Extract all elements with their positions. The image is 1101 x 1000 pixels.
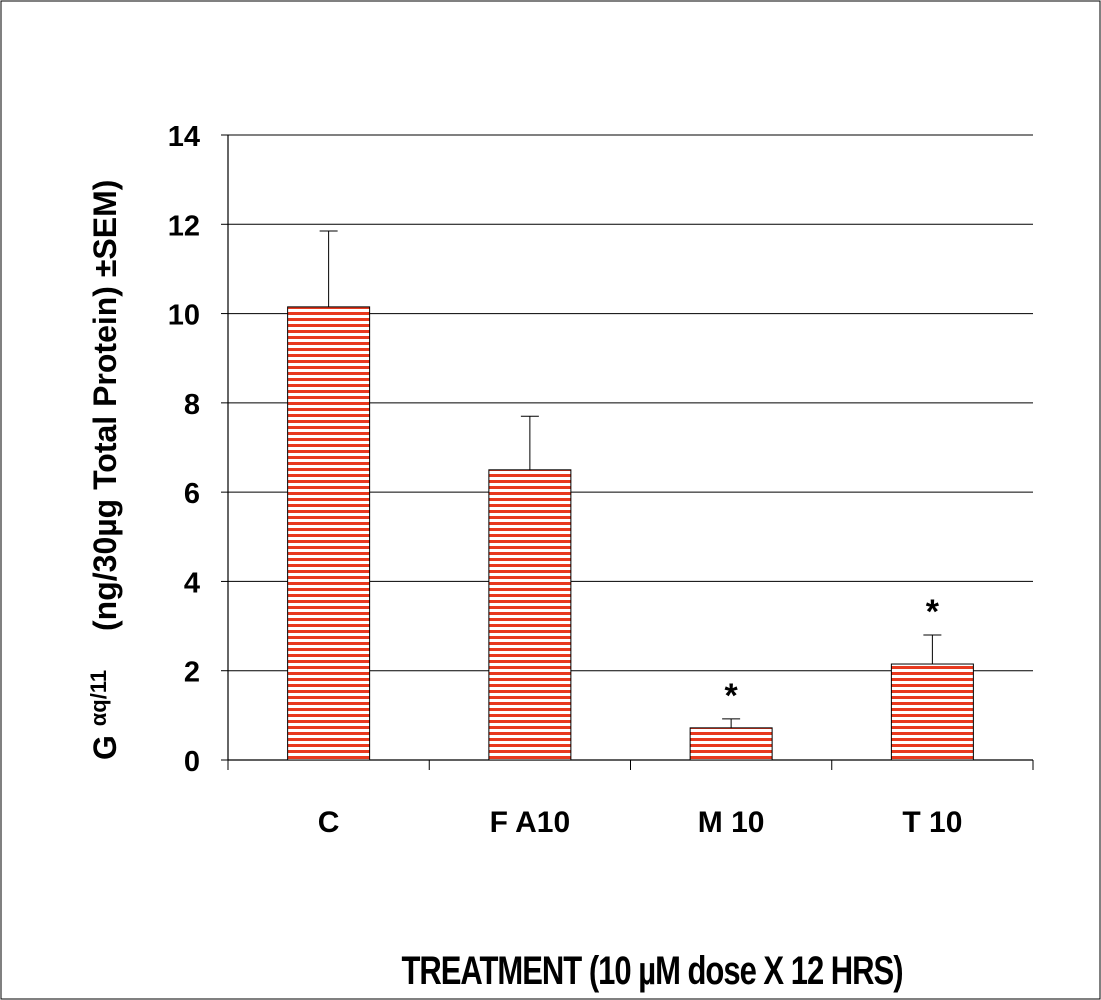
y-axis-label-prefix: G [87,735,123,760]
bar [287,306,371,761]
y-axis-label: G αq/11 (ng/30µg Total Protein) ±SEM) [77,180,123,760]
x-axis-ticks: C F A10 M 10 T 10 [227,760,1034,839]
y-tick-label: 2 [184,657,200,689]
x-tick-label: F A10 [490,806,571,839]
significance-marker: * [926,593,940,631]
y-axis-label-subscript: αq/11 [86,670,111,726]
bar [890,663,974,761]
x-tick-label: M 10 [698,806,765,839]
bar [488,469,572,761]
y-tick-label: 6 [184,478,200,510]
y-tick-label: 10 [168,300,200,332]
y-axis-label-rest: (ng/30µg Total Protein) ±SEM) [87,180,123,631]
significance-marker: * [725,677,739,715]
x-tick-label: C [318,806,340,839]
y-tick-label: 12 [168,210,200,242]
y-axis-ticks: 0 2 4 6 8 10 12 14 [168,121,228,778]
bar [689,727,773,761]
svg-text:G αq/11 (ng/30µg T: G αq/11 (ng/30µg Total Protein) ±SEM) [77,180,123,760]
y-tick-label: 8 [184,389,200,421]
bars: ** [287,230,974,761]
x-tick-label: T 10 [902,806,962,839]
y-tick-label: 14 [168,121,200,153]
x-axis-label: TREATMENT (10 µM dose X 12 HRS) [401,947,902,993]
y-tick-label: 0 [184,746,200,778]
y-tick-label: 4 [184,567,200,599]
